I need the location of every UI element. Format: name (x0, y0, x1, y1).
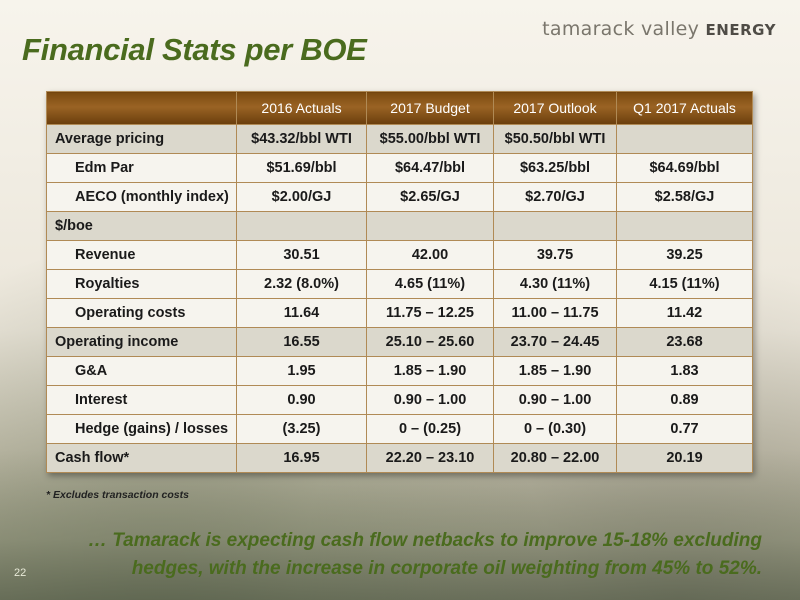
table-cell: 22.20 – 23.10 (366, 443, 494, 473)
logo-text-energy: ENERGY (705, 21, 776, 39)
table-cell: 0 – (0.25) (366, 414, 494, 444)
header-cell-blank (46, 91, 237, 125)
table-cell: $64.47/bbl (366, 153, 494, 183)
table-cell: 4.65 (11%) (366, 269, 494, 299)
table-cell: 11.42 (616, 298, 753, 328)
background-forest-image (0, 450, 800, 600)
table-header: 2016 Actuals 2017 Budget 2017 Outlook Q1 20… (46, 91, 753, 125)
table-cell: $50.50/bbl WTI (493, 124, 617, 154)
row-label: Average pricing (46, 124, 237, 154)
row-label: Interest (46, 385, 237, 415)
table-row: Edm Par $51.69/bbl $64.47/bbl $63.25/bbl $64… (46, 153, 753, 183)
tagline-line-2: hedges, with the increase in corporate o… (131, 558, 762, 579)
table-cell: 11.75 – 12.25 (366, 298, 494, 328)
table-group-row: Average pricing $43.32/bbl WTI $55.00/bbl … (46, 124, 753, 154)
table-cell: 42.00 (366, 240, 494, 270)
row-label: $/boe (46, 211, 237, 241)
table-body: Average pricing $43.32/bbl WTI $55.00/bbl … (46, 124, 753, 473)
table-cell: 1.95 (236, 356, 367, 386)
table-group-row: Cash flow* 16.95 22.20 – 23.10 20.80 – 22.0… (46, 443, 753, 473)
row-label: Revenue (46, 240, 237, 270)
company-logo: tamarack valley ENERGY (542, 18, 776, 40)
table-cell: $55.00/bbl WTI (366, 124, 494, 154)
table-row: Revenue 30.51 42.00 39.75 39.25 (46, 240, 753, 270)
row-label: G&A (46, 356, 237, 386)
table-header-row: 2016 Actuals 2017 Budget 2017 Outlook Q1 20… (46, 91, 753, 125)
table-cell: 16.95 (236, 443, 367, 473)
table-cell: 11.00 – 11.75 (493, 298, 617, 328)
table-row: Interest 0.90 0.90 – 1.00 0.90 – 1.00 0.89 (46, 385, 753, 415)
footnote: * Excludes transaction costs (46, 489, 189, 501)
row-label: Cash flow* (46, 443, 237, 473)
table-cell: 1.83 (616, 356, 753, 386)
column-header: 2017 Outlook (493, 91, 617, 125)
table-cell: 39.25 (616, 240, 753, 270)
table-cell: 0.77 (616, 414, 753, 444)
table-cell: (3.25) (236, 414, 367, 444)
tagline-line-1: … Tamarack is expecting cash flow netbac… (87, 530, 762, 551)
table-cell (236, 211, 367, 241)
table-cell: $2.70/GJ (493, 182, 617, 212)
table-cell: 23.70 – 24.45 (493, 327, 617, 357)
table-group-row: $/boe (46, 211, 753, 241)
table-cell: 4.15 (11%) (616, 269, 753, 299)
table-cell: 0.90 – 1.00 (493, 385, 617, 415)
table-cell: $43.32/bbl WTI (236, 124, 367, 154)
row-label: AECO (monthly index) (46, 182, 237, 212)
table-cell (366, 211, 494, 241)
table-cell: 0 – (0.30) (493, 414, 617, 444)
table-cell: 20.80 – 22.00 (493, 443, 617, 473)
table-cell (493, 211, 617, 241)
table-cell (616, 211, 753, 241)
row-label: Hedge (gains) / losses (46, 414, 237, 444)
table-group-row: Operating income 16.55 25.10 – 25.60 23.70 … (46, 327, 753, 357)
table-cell: $2.58/GJ (616, 182, 753, 212)
table-cell: 0.90 – 1.00 (366, 385, 494, 415)
column-header: 2017 Budget (366, 91, 494, 125)
table-cell: 25.10 – 25.60 (366, 327, 494, 357)
table-cell: $2.65/GJ (366, 182, 494, 212)
table-cell: $63.25/bbl (493, 153, 617, 183)
slide-title: Financial Stats per BOE (22, 32, 367, 67)
table-cell: 0.90 (236, 385, 367, 415)
table-cell: $64.69/bbl (616, 153, 753, 183)
table-cell: 20.19 (616, 443, 753, 473)
table-cell: 1.85 – 1.90 (493, 356, 617, 386)
table-row: Hedge (gains) / losses (3.25) 0 – (0.25) 0 … (46, 414, 753, 444)
table-row: AECO (monthly index) $2.00/GJ $2.65/GJ $2.7… (46, 182, 753, 212)
page-number: 22 (14, 567, 27, 579)
table-cell: 30.51 (236, 240, 367, 270)
financial-stats-table: 2016 Actuals 2017 Budget 2017 Outlook Q1 20… (46, 91, 753, 473)
row-label: Operating costs (46, 298, 237, 328)
table-cell: 4.30 (11%) (493, 269, 617, 299)
column-header: Q1 2017 Actuals (616, 91, 753, 125)
table-cell: $51.69/bbl (236, 153, 367, 183)
logo-text: tamarack valley (542, 18, 700, 40)
table-row: Operating costs 11.64 11.75 – 12.25 11.00 –… (46, 298, 753, 328)
row-label: Edm Par (46, 153, 237, 183)
table-cell: 1.85 – 1.90 (366, 356, 494, 386)
row-label: Operating income (46, 327, 237, 357)
table-cell: 39.75 (493, 240, 617, 270)
table-row: G&A 1.95 1.85 – 1.90 1.85 – 1.90 1.83 (46, 356, 753, 386)
row-label: Royalties (46, 269, 237, 299)
table-cell: $2.00/GJ (236, 182, 367, 212)
table-cell: 0.89 (616, 385, 753, 415)
column-header: 2016 Actuals (236, 91, 367, 125)
table-cell (616, 124, 753, 154)
table-cell: 23.68 (616, 327, 753, 357)
table-row: Royalties 2.32 (8.0%) 4.65 (11%) 4.30 (11%)… (46, 269, 753, 299)
table-cell: 16.55 (236, 327, 367, 357)
table-cell: 11.64 (236, 298, 367, 328)
tagline: … Tamarack is expecting cash flow netbac… (62, 527, 762, 583)
table-cell: 2.32 (8.0%) (236, 269, 367, 299)
